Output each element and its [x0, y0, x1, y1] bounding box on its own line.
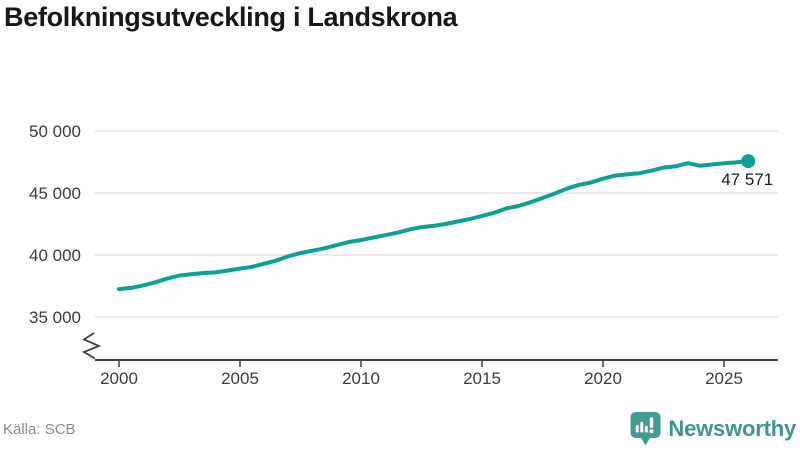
end-value-label: 47 571: [721, 170, 773, 189]
x-tick-label: 2010: [342, 369, 380, 388]
newsworthy-icon: [630, 412, 661, 446]
y-tick-label: 35 000: [29, 308, 81, 327]
axis-break-icon: [81, 332, 102, 360]
y-tick-label: 50 000: [29, 122, 81, 141]
brand-name: Newsworthy: [668, 416, 796, 441]
x-tick-label: 2000: [100, 369, 138, 388]
population-line: [117, 159, 751, 292]
source-note: Källa: SCB: [3, 421, 76, 438]
x-tick-label: 2005: [221, 369, 259, 388]
end-point-marker: [741, 154, 756, 169]
newsworthy-logo: Newsworthy: [630, 412, 796, 446]
x-tick-label: 2020: [584, 369, 622, 388]
y-tick-label: 40 000: [29, 246, 81, 265]
x-tick-label: 2015: [463, 369, 501, 388]
chart-title: Befolkningsutveckling i Landskrona: [4, 2, 458, 32]
x-tick-label: 2025: [705, 369, 743, 388]
y-tick-label: 45 000: [29, 184, 81, 203]
